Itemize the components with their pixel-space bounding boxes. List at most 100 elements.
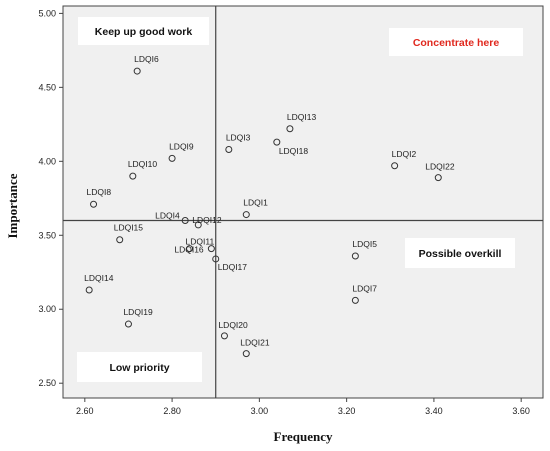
quadrant-label-box [78,17,209,45]
point-label: LDQI15 [114,223,144,233]
point-marker [351,252,359,260]
data-point-ldqi4: LDQI4 [155,210,189,224]
point-label: LDQI9 [169,141,194,151]
point-marker [220,332,228,340]
point-label: LDQI13 [287,112,317,122]
y-axis-ticks: 2.50 3.00 3.50 4.00 4.50 5.00 [38,8,63,388]
quadrant-label-4: Low priority [77,352,202,382]
quadrant-label-text: Concentrate here [413,37,500,49]
point-label: LDQI12 [192,215,222,225]
point-marker [273,138,281,146]
quadrant-label-2: Concentrate here [389,28,523,56]
point-marker [242,350,250,358]
x-axis-title: Frequency [274,429,333,444]
point-label: LDQI10 [128,159,158,169]
data-point-ldqi7: LDQI7 [351,283,377,304]
quadrant-label-box [389,28,523,56]
quadrant-label-box [77,352,202,382]
data-point-ldqi19: LDQI19 [123,307,153,328]
y-axis-title: Importance [5,173,20,238]
quadrant-labels: Keep up good work Concentrate here Possibl… [77,17,523,382]
point-marker [212,255,220,263]
y-tick-label: 4.00 [38,156,56,166]
data-point-ldqi17: LDQI17 [212,255,248,272]
x-tick-label: 3.40 [425,406,443,416]
data-point-ldqi16: LDQI16 [174,245,215,255]
data-point-ldqi6: LDQI6 [133,54,159,75]
data-point-ldqi10: LDQI10 [128,159,158,180]
point-marker [186,245,194,253]
point-label: LDQI22 [425,162,455,172]
point-label: LDQI11 [186,237,215,247]
data-point-ldqi9: LDQI9 [168,141,194,162]
y-tick-label: 4.50 [38,82,56,92]
data-point-ldqi1: LDQI1 [242,198,268,219]
point-label: LDQI7 [352,283,377,293]
reference-lines [63,6,543,398]
y-tick-label: 5.00 [38,8,56,18]
point-label: LDQI14 [84,273,114,283]
y-tick-label: 3.00 [38,304,56,314]
data-point-ldqi21: LDQI21 [240,338,270,358]
x-tick-label: 2.60 [76,406,94,416]
point-marker [286,125,294,133]
data-points: LDQI6 LDQI13 LDQI3 LDQI18 LDQI9 LDQI10 LDQI2 LD… [84,54,455,358]
point-marker [434,174,442,182]
data-point-ldqi8: LDQI8 [87,187,112,208]
data-point-ldqi13: LDQI13 [286,112,317,133]
point-marker [133,67,141,75]
point-label: LDQI5 [352,239,377,249]
quadrant-label-text: Low priority [109,362,169,374]
point-label: LDQI19 [123,307,153,317]
data-point-ldqi14: LDQI14 [84,273,114,294]
point-marker [391,162,399,170]
point-label: LDQI6 [134,54,159,64]
data-point-ldqi2: LDQI2 [391,149,417,170]
quadrant-label-1: Keep up good work [78,17,209,45]
quadrant-label-text: Keep up good work [95,26,193,38]
x-tick-label: 3.00 [251,406,269,416]
point-marker [168,154,176,162]
quadrant-label-box [405,238,515,268]
point-marker [85,286,93,294]
data-point-ldqi12: LDQI12 [192,215,222,229]
data-point-ldqi5: LDQI5 [351,239,377,260]
point-label: LDQI17 [218,262,248,272]
point-label: LDQI8 [87,187,112,197]
point-label: LDQI20 [218,320,248,330]
point-marker [124,320,132,328]
y-tick-label: 3.50 [38,230,56,240]
data-point-ldqi20: LDQI20 [218,320,248,340]
x-tick-label: 2.80 [163,406,181,416]
quadrant-label-text: Possible overkill [419,248,502,260]
point-marker [90,200,98,208]
x-axis-ticks: 2.60 2.80 3.00 3.20 3.40 3.60 [76,398,530,416]
quadrant-label-3: Possible overkill [405,238,515,268]
point-label: LDQI21 [240,338,270,348]
point-marker [181,216,189,224]
data-point-ldqi22: LDQI22 [425,162,455,182]
x-tick-label: 3.60 [512,406,530,416]
point-label: LDQI18 [279,146,309,156]
x-tick-label: 3.20 [338,406,356,416]
point-label: LDQI4 [155,210,180,220]
point-marker [194,221,202,229]
data-point-ldqi11: LDQI11 [186,237,215,253]
data-point-ldqi15: LDQI15 [114,223,144,244]
point-marker [225,145,233,153]
point-label: LDQI3 [226,132,251,142]
y-tick-label: 2.50 [38,378,56,388]
point-marker [351,296,359,304]
point-label: LDQI1 [243,198,268,208]
point-marker [129,172,137,180]
point-label: LDQI2 [392,149,417,159]
point-marker [116,236,124,244]
data-point-ldqi18: LDQI18 [273,138,309,156]
point-label: LDQI16 [174,245,204,255]
point-marker [207,245,215,253]
point-marker [242,211,250,219]
plot-area [62,5,544,399]
data-point-ldqi3: LDQI3 [225,132,251,153]
